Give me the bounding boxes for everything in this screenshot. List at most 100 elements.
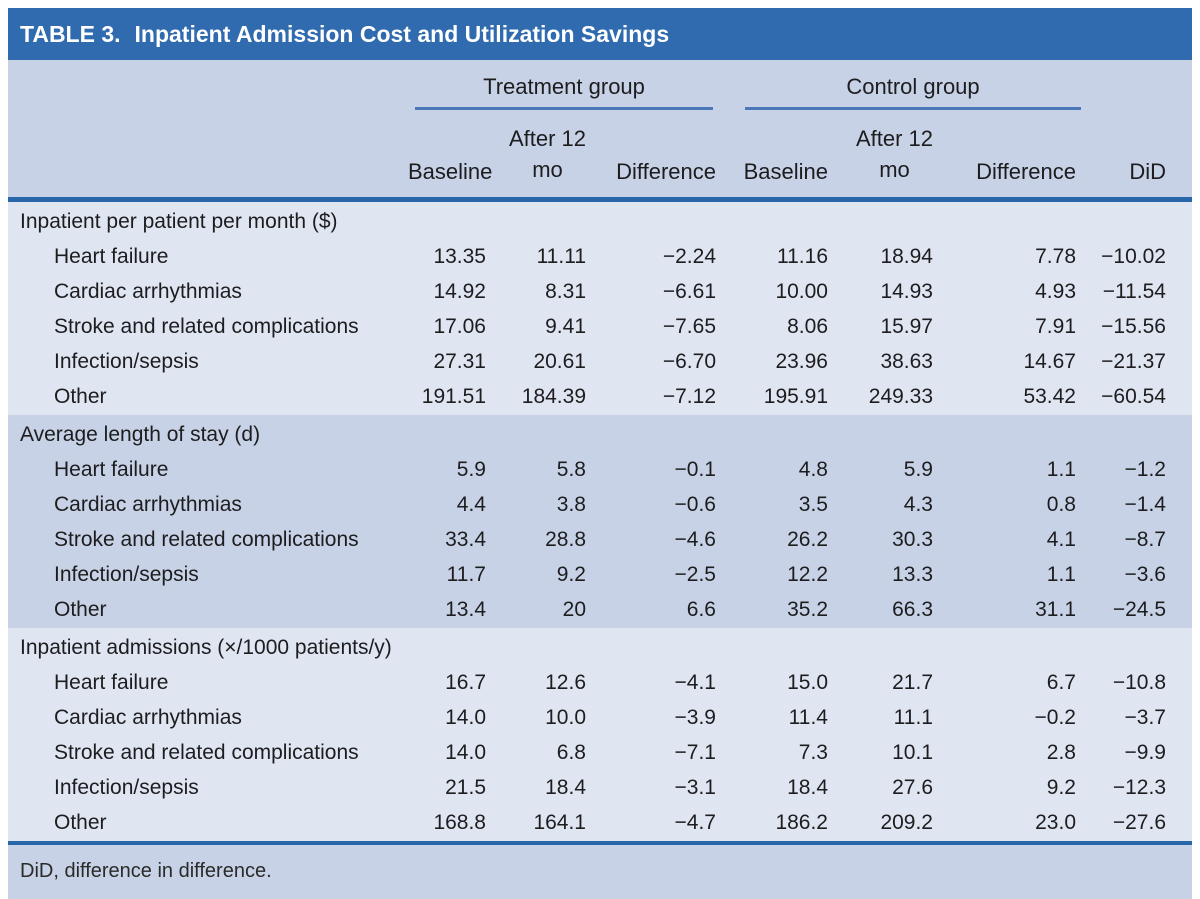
table-row: Stroke and related complications 14.0 6.8 −… — [8, 736, 1192, 771]
footnote-band: DiD, difference in difference. — [8, 841, 1192, 899]
mo-label: mo — [532, 157, 563, 182]
row-label: Infection/sepsis — [54, 350, 199, 373]
cell-value: 7.78 — [1035, 245, 1076, 268]
cell-value: −1.2 — [1124, 458, 1166, 481]
cell-value: 4.8 — [798, 458, 828, 481]
cell-value: 12.6 — [545, 671, 586, 694]
col-header-baseline-treatment: Baseline — [408, 111, 496, 202]
table-title: Inpatient Admission Cost and Utilization… — [134, 21, 670, 47]
cell-value: −12.3 — [1112, 776, 1166, 799]
cell-value: 4.93 — [1035, 280, 1076, 303]
row-label: Other — [54, 598, 107, 621]
row-label: Infection/sepsis — [54, 776, 199, 799]
cell-value: 191.51 — [421, 385, 486, 408]
section-header: Inpatient per patient per month ($) — [20, 210, 338, 233]
cell-value: 9.2 — [1046, 776, 1076, 799]
cell-value: 4.1 — [1046, 528, 1076, 551]
cell-value: −1.4 — [1124, 493, 1166, 516]
table-row: Infection/sepsis 11.7 9.2 −2.5 12.2 13.3 1.1 −3… — [8, 558, 1192, 593]
row-label: Stroke and related complications — [54, 741, 359, 764]
after-12-label: After 12 — [855, 126, 933, 151]
table-section: Inpatient admissions (×/1000 patients/y)… — [8, 628, 1192, 841]
cell-value: 15.97 — [880, 315, 933, 338]
cell-value: 23.0 — [1035, 811, 1076, 834]
cell-value: 249.33 — [868, 385, 933, 408]
cell-value: 195.91 — [763, 385, 828, 408]
cell-value: −8.7 — [1124, 528, 1166, 551]
cell-value: 7.3 — [798, 741, 828, 764]
cell-value: 14.0 — [445, 741, 486, 764]
cell-value: 2.8 — [1046, 741, 1076, 764]
cell-value: 20 — [562, 598, 586, 621]
cell-value: 14.93 — [880, 280, 933, 303]
cell-value: 35.2 — [787, 598, 828, 621]
table-row: Infection/sepsis 27.31 20.61 −6.70 23.96 38.6… — [8, 345, 1192, 380]
cell-value: 15.0 — [787, 671, 828, 694]
cell-value: 18.4 — [545, 776, 586, 799]
cell-value: 10.0 — [545, 706, 586, 729]
row-label: Heart failure — [54, 245, 169, 268]
cell-value: 66.3 — [892, 598, 933, 621]
row-label: Stroke and related complications — [54, 528, 359, 551]
section-header-row: Average length of stay (d) — [8, 415, 1192, 453]
col-header-difference-treatment: Difference — [596, 111, 726, 202]
footnote-text: DiD, difference in difference. — [20, 860, 272, 882]
cell-value: 13.3 — [892, 563, 933, 586]
after-12-label: After 12 — [508, 126, 586, 151]
row-label: Other — [54, 811, 107, 834]
row-label: Cardiac arrhythmias — [54, 706, 242, 729]
cell-value: 4.3 — [903, 493, 933, 516]
col-header-after-12-mo-treatment: After 12 mo — [496, 111, 596, 202]
cell-value: 11.7 — [446, 563, 486, 586]
cell-value: 13.4 — [445, 598, 486, 621]
section-header-row: Inpatient per patient per month ($) — [8, 200, 1192, 241]
col-header-after-12-mo-control: After 12 mo — [838, 111, 943, 202]
cell-value: 20.61 — [533, 350, 586, 373]
table-title-bar: TABLE 3. Inpatient Admission Cost and Uti… — [8, 8, 1192, 60]
cell-value: 5.9 — [456, 458, 486, 481]
table-row: Other 168.8 164.1 −4.7 186.2 209.2 23.0 −27.6 — [8, 806, 1192, 841]
cell-value: 33.4 — [445, 528, 486, 551]
cell-value: −3.6 — [1124, 563, 1166, 586]
cell-value: 18.4 — [787, 776, 828, 799]
row-label: Cardiac arrhythmias — [54, 280, 242, 303]
section-header-row: Inpatient admissions (×/1000 patients/y) — [8, 628, 1192, 666]
table-row: Other 13.4 20 6.6 35.2 66.3 31.1 −24.5 — [8, 593, 1192, 628]
cell-value: 164.1 — [533, 811, 586, 834]
cell-value: −3.9 — [674, 706, 716, 729]
table-row: Heart failure 16.7 12.6 −4.1 15.0 21.7 6.7 −10.… — [8, 666, 1192, 701]
cell-value: 23.96 — [775, 350, 828, 373]
cell-value: 9.41 — [545, 315, 586, 338]
cell-value: −0.1 — [674, 458, 716, 481]
cell-value: 13.35 — [433, 245, 486, 268]
cell-value: 16.7 — [445, 671, 486, 694]
cell-value: 11.11 — [536, 245, 586, 268]
cell-value: −10.8 — [1112, 671, 1166, 694]
cell-value: −27.6 — [1112, 811, 1166, 834]
cell-value: 11.16 — [777, 245, 828, 268]
cell-value: −2.24 — [662, 245, 716, 268]
row-label: Cardiac arrhythmias — [54, 493, 242, 516]
cell-value: −3.7 — [1124, 706, 1166, 729]
cell-value: 5.8 — [556, 458, 586, 481]
header-spacer — [8, 60, 408, 111]
cell-value: 26.2 — [787, 528, 828, 551]
table-section: Average length of stay (d) Heart failure 5… — [8, 415, 1192, 628]
row-label: Infection/sepsis — [54, 563, 199, 586]
table-figure: TABLE 3. Inpatient Admission Cost and Uti… — [8, 8, 1192, 899]
col-header-baseline-control: Baseline — [726, 111, 838, 202]
cell-value: 17.06 — [433, 315, 486, 338]
cell-value: 168.8 — [433, 811, 486, 834]
col-header-did: DiD — [1086, 111, 1192, 202]
treatment-group-label: Treatment group — [415, 74, 713, 110]
data-table: Treatment group Control group Baseline A… — [8, 60, 1192, 841]
cell-value: 3.5 — [798, 493, 828, 516]
cell-value: −3.1 — [674, 776, 716, 799]
cell-value: −6.61 — [662, 280, 716, 303]
cell-value: −24.5 — [1112, 598, 1166, 621]
cell-value: 28.8 — [545, 528, 586, 551]
cell-value: −4.7 — [674, 811, 716, 834]
table-row: Heart failure 5.9 5.8 −0.1 4.8 5.9 1.1 −1.2 — [8, 453, 1192, 488]
row-label: Other — [54, 385, 107, 408]
cell-value: −0.6 — [674, 493, 716, 516]
